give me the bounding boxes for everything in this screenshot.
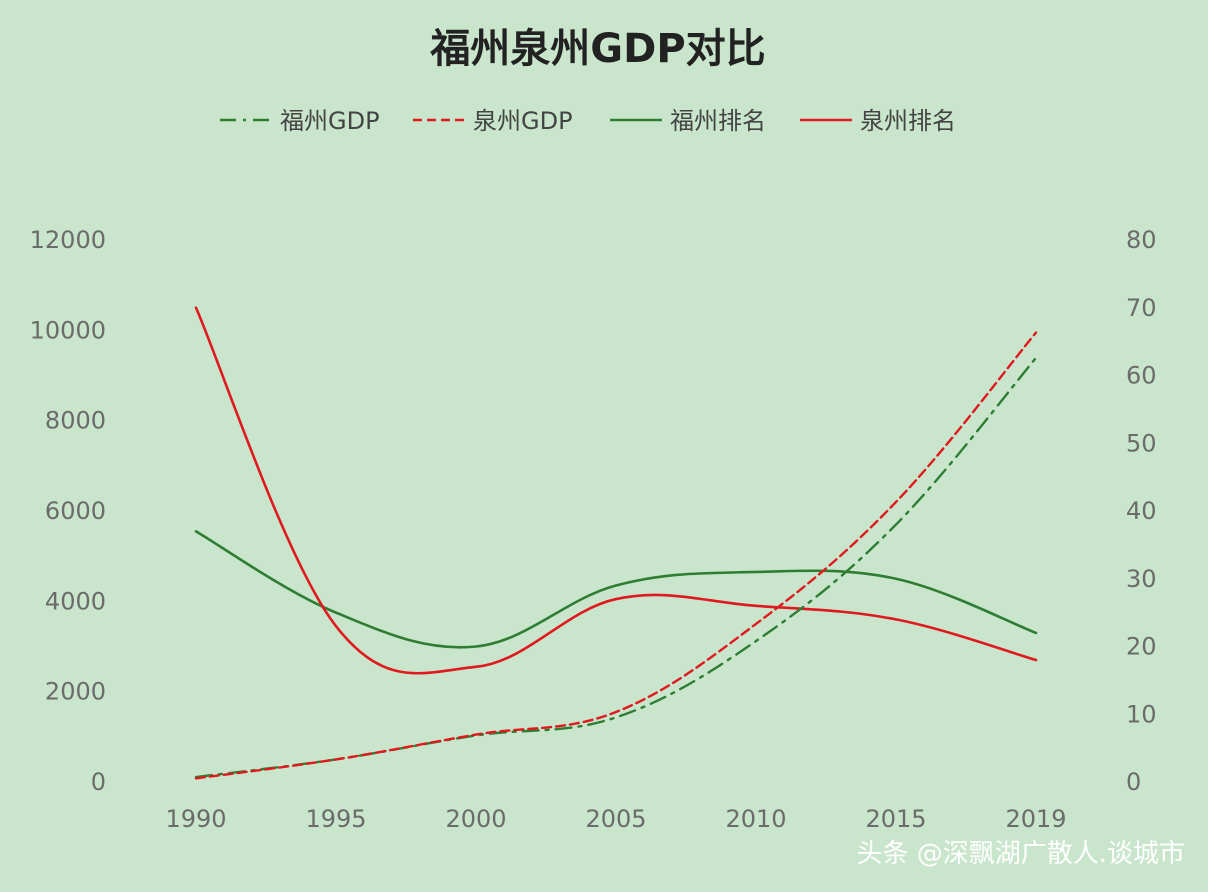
y-left-tick-label: 12000 — [30, 226, 106, 254]
y-left-tick-label: 4000 — [45, 587, 106, 615]
y-right-tick-label: 80 — [1126, 226, 1157, 254]
x-tick-label: 2019 — [1005, 805, 1066, 833]
y-right-tick-label: 50 — [1126, 429, 1157, 457]
x-tick-label: 2015 — [865, 805, 926, 833]
series-line-1 — [194, 356, 1038, 779]
y-left-tick-label: 10000 — [30, 316, 106, 344]
plot-area — [194, 306, 1038, 780]
y-right-tick-label: 40 — [1126, 497, 1157, 525]
y-axis-left: 0 2000 4000 6000 8000 10000 12000 — [30, 226, 106, 796]
y-axis-right: 0 10 20 30 40 50 60 70 80 — [1126, 226, 1157, 796]
x-tick-label: 2005 — [585, 805, 646, 833]
legend-label: 泉州GDP — [473, 107, 573, 135]
x-tick-label: 1990 — [165, 805, 226, 833]
y-left-tick-label: 0 — [91, 768, 106, 796]
series-line-3 — [194, 530, 1038, 649]
y-left-tick-label: 2000 — [45, 678, 106, 706]
y-right-tick-label: 10 — [1126, 700, 1157, 728]
x-tick-label: 2000 — [445, 805, 506, 833]
y-right-tick-label: 30 — [1126, 565, 1157, 593]
series-line-2 — [194, 331, 1038, 780]
y-right-tick-label: 70 — [1126, 294, 1157, 322]
legend-label: 福州排名 — [670, 107, 766, 135]
y-right-tick-label: 20 — [1126, 633, 1157, 661]
series-line-4 — [194, 306, 1038, 675]
x-tick-label: 1995 — [305, 805, 366, 833]
y-left-tick-label: 8000 — [45, 407, 106, 435]
x-tick-label: 2010 — [725, 805, 786, 833]
x-axis: 1990 1995 2000 2005 2010 2015 2019 — [165, 805, 1066, 833]
watermark: 头条 @深飘湖广散人.谈城市 — [856, 839, 1185, 869]
legend-label: 福州GDP — [280, 107, 380, 135]
y-left-tick-label: 6000 — [45, 497, 106, 525]
legend: 福州GDP 泉州GDP 福州排名 泉州排名 — [220, 107, 956, 135]
chart-title: 福州泉州GDP对比 — [429, 26, 765, 72]
legend-label: 泉州排名 — [860, 107, 956, 135]
y-right-tick-label: 60 — [1126, 362, 1157, 390]
y-right-tick-label: 0 — [1126, 768, 1141, 796]
